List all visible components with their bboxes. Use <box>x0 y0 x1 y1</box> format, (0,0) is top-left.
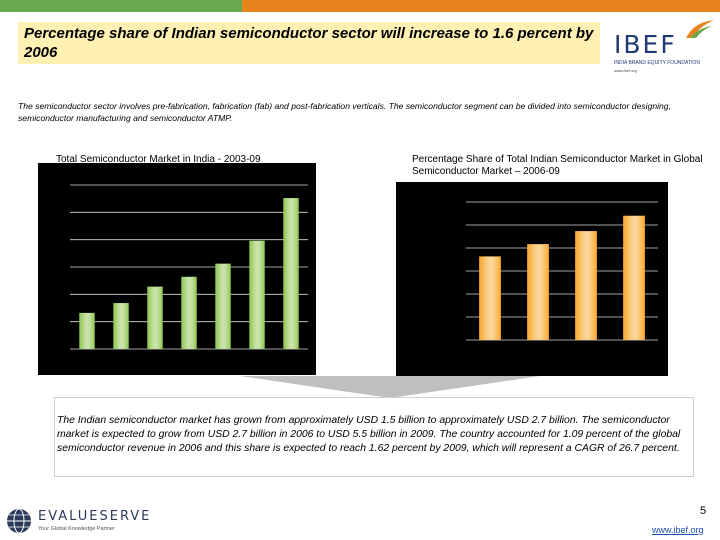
top-color-bar <box>0 0 720 12</box>
evalueserve-tagline: Your Global Knowledge Partner <box>38 526 115 532</box>
logo-subtitle: INDIA BRAND EQUITY FOUNDATION <box>614 60 700 66</box>
left-chart-bar-3 <box>147 286 163 349</box>
semiconductor-market-chart <box>70 184 308 350</box>
intro-text: The semiconductor sector involves pre-fa… <box>18 101 671 123</box>
chart-left-title: Total Semiconductor Market in India - 20… <box>56 154 261 165</box>
left-chart-bar-4 <box>181 276 197 349</box>
top-bar-green-segment <box>0 0 242 12</box>
slide-title: Percentage share of Indian semiconductor… <box>24 25 594 61</box>
chart-left-panel <box>38 163 316 375</box>
right-chart-bar-4 <box>623 215 645 340</box>
right-chart-bar-2 <box>527 244 549 340</box>
slide-title-box: Percentage share of Indian semiconductor… <box>18 22 600 64</box>
evalueserve-logo: EVALUESERVE Your Global Knowledge Partne… <box>4 506 164 536</box>
left-chart-bar-7 <box>283 198 299 349</box>
chart-right-title: Percentage Share of Total Indian Semicon… <box>412 154 703 177</box>
page-number: 5 <box>700 505 707 517</box>
top-bar-orange-segment <box>242 0 720 12</box>
flame-swoosh-icon <box>686 20 714 38</box>
globe-icon <box>7 508 31 534</box>
logo-url: www.ibef.org <box>614 68 637 73</box>
summary-box: The Indian semiconductor market has grow… <box>54 397 694 477</box>
left-chart-bar-2 <box>113 303 129 349</box>
logo-brand: IBEF <box>614 30 677 59</box>
ibef-website-link[interactable]: www.ibef.org <box>652 525 704 535</box>
ibef-logo: IBEF INDIA BRAND EQUITY FOUNDATION www.i… <box>612 16 718 76</box>
global-share-chart <box>466 201 658 341</box>
chart-right-panel <box>396 182 668 376</box>
right-chart-bar-1 <box>479 256 501 340</box>
down-arrow-icon <box>240 376 540 398</box>
summary-text: The Indian semiconductor market has grow… <box>57 415 681 454</box>
left-chart-bar-6 <box>249 240 265 349</box>
left-chart-bar-1 <box>79 312 95 349</box>
evalueserve-name: EVALUESERVE <box>38 509 152 524</box>
right-chart-bar-3 <box>575 231 597 340</box>
left-chart-bar-5 <box>215 263 231 349</box>
